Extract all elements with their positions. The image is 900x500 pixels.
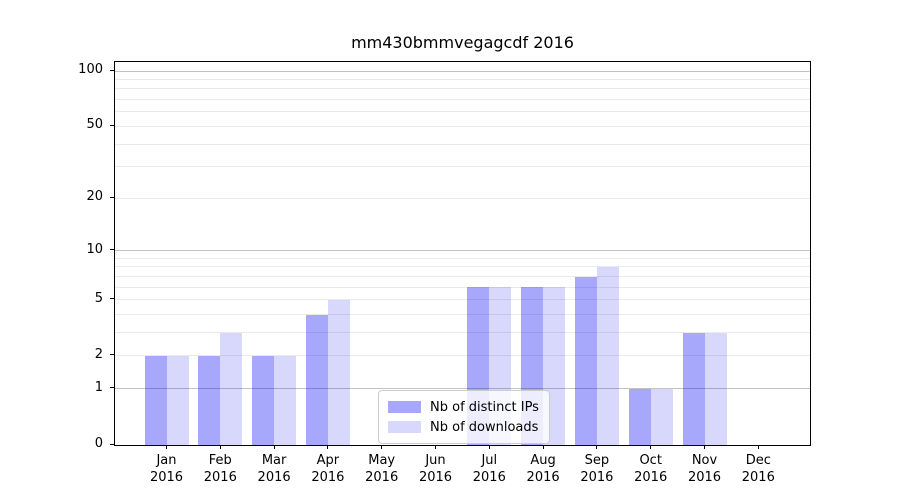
x-axis: Jan 2016 Feb 2016 Mar 2016 Apr 2016 May 2016… (115, 445, 810, 495)
x-tick-mark-dec-2016 (757, 445, 759, 449)
y-tick-mark-50 (110, 124, 114, 126)
x-tick-label-aug-2016: Aug 2016 (526, 453, 560, 485)
bar-nov-2016-downloads (704, 332, 727, 445)
x-tick-mark-aug-2016 (542, 445, 544, 449)
y-axis: 0 1 2 5 10 20 50 100 (0, 61, 114, 451)
x-tick-mark-jul-2016 (488, 445, 490, 449)
gridline-30 (115, 166, 810, 168)
x-tick-label-feb-2016: Feb 2016 (203, 453, 237, 485)
x-tick-mark-jan-2016 (166, 445, 167, 449)
x-tick-label-jun-2016: Jun 2016 (418, 453, 453, 485)
gridline-1 (115, 388, 810, 390)
gridline-40 (115, 143, 810, 145)
x-tick-label-oct-2016: Oct 2016 (634, 453, 668, 485)
bar-oct-2016-downloads (650, 388, 673, 445)
x-tick-label-may-2016: May 2016 (365, 453, 399, 485)
gridline-4 (115, 314, 810, 316)
y-tick-label-20: 20 (86, 189, 103, 205)
gridline-6 (115, 286, 810, 288)
y-tick-mark-20 (110, 196, 114, 198)
gridline-50 (115, 125, 810, 127)
x-tick-label-nov-2016: Nov 2016 (687, 453, 722, 485)
legend-item-distinct-ips: Nb of distinct IPs (388, 397, 539, 417)
legend-swatch-downloads (388, 421, 421, 433)
x-tick-mark-oct-2016 (650, 445, 652, 449)
bar-sep-2016-downloads (596, 266, 619, 445)
y-tick-mark-10 (110, 249, 114, 251)
x-tick-label-jul-2016: Jul 2016 (472, 453, 506, 485)
bar-mar-2016-downloads (274, 355, 297, 445)
bar-apr-2016-distinct-ips (305, 314, 328, 445)
bar-apr-2016-downloads (327, 299, 350, 445)
gridline-2 (115, 355, 810, 357)
chart-title: mm430bmmvegagcdf 2016 (351, 33, 574, 52)
y-tick-label-50: 50 (86, 117, 103, 133)
bar-feb-2016-distinct-ips (198, 355, 221, 445)
bar-mar-2016-distinct-ips (252, 355, 275, 445)
y-tick-mark-5 (110, 298, 114, 300)
plot-area: Nb of distinct IPs Nb of downloads (114, 61, 811, 446)
x-tick-mark-mar-2016 (273, 445, 275, 449)
x-tick-mark-apr-2016 (327, 445, 329, 449)
legend: Nb of distinct IPs Nb of downloads (378, 390, 550, 444)
x-tick-mark-sep-2016 (596, 445, 598, 449)
bar-feb-2016-downloads (220, 332, 243, 445)
x-tick-label-jan-2016: Jan 2016 (149, 453, 184, 485)
y-tick-label-0: 0 (94, 436, 103, 451)
bar-sep-2016-distinct-ips (574, 276, 597, 445)
y-tick-mark-0 (110, 443, 114, 445)
gridline-8 (115, 266, 810, 268)
gridline-90 (115, 78, 810, 80)
x-tick-mark-may-2016 (381, 445, 383, 449)
gridline-10 (115, 250, 810, 252)
legend-item-downloads: Nb of downloads (388, 417, 539, 437)
y-tick-label-2: 2 (94, 346, 103, 362)
y-tick-mark-100 (110, 69, 114, 71)
bar-nov-2016-distinct-ips (682, 332, 705, 445)
y-tick-label-5: 5 (94, 290, 103, 306)
gridline-80 (115, 88, 810, 90)
y-tick-label-10: 10 (86, 241, 103, 257)
gridline-20 (115, 197, 810, 199)
gridline-9 (115, 257, 810, 259)
gridline-60 (115, 111, 810, 113)
x-tick-mark-jun-2016 (435, 445, 436, 449)
bar-jan-2016-distinct-ips (144, 355, 167, 445)
y-tick-label-100: 100 (78, 62, 103, 77)
x-tick-label-apr-2016: Apr 2016 (311, 453, 345, 485)
y-tick-mark-2 (110, 354, 114, 356)
x-tick-mark-feb-2016 (219, 445, 221, 449)
x-tick-mark-nov-2016 (704, 445, 705, 449)
y-tick-mark-1 (110, 387, 114, 389)
legend-swatch-distinct-ips (388, 401, 421, 413)
gridline-3 (115, 332, 810, 334)
legend-label-downloads: Nb of downloads (430, 419, 539, 435)
x-tick-label-dec-2016: Dec 2016 (741, 453, 775, 485)
y-tick-label-1: 1 (94, 379, 103, 395)
legend-label-distinct-ips: Nb of distinct IPs (430, 399, 539, 415)
gridline-5 (115, 299, 810, 301)
bar-oct-2016-distinct-ips (628, 388, 651, 445)
x-tick-label-mar-2016: Mar 2016 (257, 453, 291, 485)
gridline-7 (115, 275, 810, 277)
x-tick-label-sep-2016: Sep 2016 (580, 453, 614, 485)
gridline-100 (115, 70, 810, 72)
gridline-70 (115, 99, 810, 101)
bar-jan-2016-downloads (166, 355, 189, 445)
